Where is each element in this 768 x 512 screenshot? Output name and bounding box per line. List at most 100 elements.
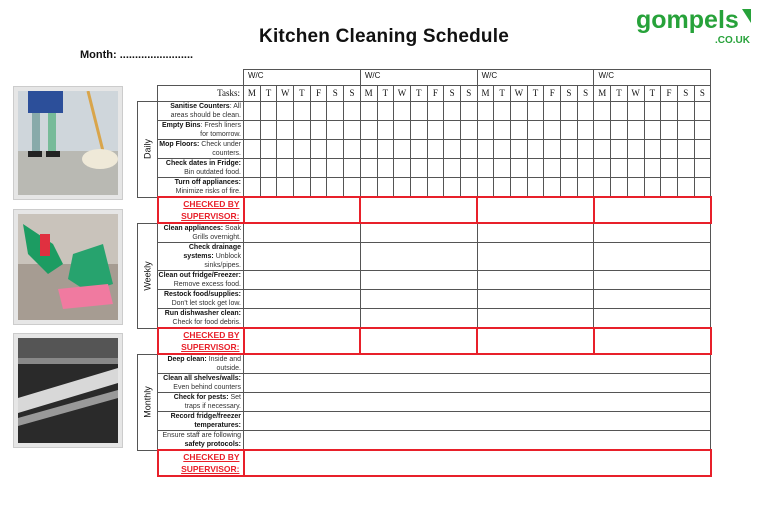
- checkbox-cell[interactable]: [493, 158, 511, 178]
- checkbox-cell[interactable]: [543, 139, 562, 159]
- checkbox-cell[interactable]: [676, 101, 695, 121]
- supervisor-signoff-cell[interactable]: [242, 449, 712, 477]
- checkbox-cell[interactable]: [243, 120, 261, 140]
- checkbox-cell[interactable]: [393, 120, 411, 140]
- checkbox-cell[interactable]: [426, 139, 445, 159]
- checkbox-cell[interactable]: [326, 101, 345, 121]
- checkbox-cell[interactable]: [393, 139, 411, 159]
- checkbox-cell[interactable]: [560, 177, 578, 198]
- week-cell[interactable]: [359, 242, 478, 271]
- checkbox-cell[interactable]: [660, 120, 678, 140]
- checkbox-cell[interactable]: [276, 101, 295, 121]
- week-cell[interactable]: [593, 289, 712, 309]
- week-cell[interactable]: [359, 308, 478, 329]
- checkbox-cell[interactable]: [626, 139, 645, 159]
- checkbox-cell[interactable]: [243, 101, 261, 121]
- checkbox-cell[interactable]: [326, 139, 345, 159]
- week-commencing-4[interactable]: W/C: [593, 69, 712, 86]
- checkbox-cell[interactable]: [543, 177, 562, 198]
- checkbox-cell[interactable]: [443, 158, 461, 178]
- checkbox-cell[interactable]: [626, 177, 645, 198]
- checkbox-cell[interactable]: [510, 139, 528, 159]
- checkbox-cell[interactable]: [293, 139, 311, 159]
- checkbox-cell[interactable]: [693, 101, 712, 121]
- checkbox-cell[interactable]: [476, 120, 495, 140]
- checkbox-cell[interactable]: [510, 177, 528, 198]
- checkbox-cell[interactable]: [626, 120, 645, 140]
- checkbox-cell[interactable]: [676, 139, 695, 159]
- checkbox-cell[interactable]: [560, 120, 578, 140]
- checkbox-cell[interactable]: [493, 120, 511, 140]
- checkbox-cell[interactable]: [359, 177, 378, 198]
- checkbox-cell[interactable]: [343, 177, 361, 198]
- checkbox-cell[interactable]: [543, 158, 562, 178]
- checkbox-cell[interactable]: [393, 101, 411, 121]
- supervisor-signoff-cell[interactable]: [592, 327, 712, 355]
- checkbox-cell[interactable]: [309, 177, 328, 198]
- checkbox-cell[interactable]: [543, 101, 562, 121]
- checkbox-cell[interactable]: [443, 101, 461, 121]
- checkbox-cell[interactable]: [426, 177, 445, 198]
- checkbox-cell[interactable]: [459, 177, 478, 198]
- checkbox-cell[interactable]: [526, 139, 545, 159]
- week-commencing-2[interactable]: W/C: [359, 69, 478, 86]
- checkbox-cell[interactable]: [376, 177, 395, 198]
- checkbox-cell[interactable]: [476, 101, 495, 121]
- checkbox-cell[interactable]: [409, 158, 428, 178]
- checkbox-cell[interactable]: [660, 177, 678, 198]
- checkbox-cell[interactable]: [610, 120, 628, 140]
- checkbox-cell[interactable]: [293, 158, 311, 178]
- checkbox-cell[interactable]: [526, 177, 545, 198]
- checkbox-cell[interactable]: [660, 139, 678, 159]
- week-cell[interactable]: [476, 242, 595, 271]
- month-cell[interactable]: [242, 353, 712, 374]
- week-cell[interactable]: [359, 270, 478, 290]
- checkbox-cell[interactable]: [610, 101, 628, 121]
- week-cell[interactable]: [243, 289, 361, 309]
- checkbox-cell[interactable]: [510, 158, 528, 178]
- week-cell[interactable]: [476, 270, 595, 290]
- checkbox-cell[interactable]: [343, 158, 361, 178]
- checkbox-cell[interactable]: [409, 177, 428, 198]
- checkbox-cell[interactable]: [409, 120, 428, 140]
- checkbox-cell[interactable]: [393, 177, 411, 198]
- supervisor-signoff-cell[interactable]: [476, 327, 595, 355]
- checkbox-cell[interactable]: [593, 177, 612, 198]
- week-cell[interactable]: [476, 222, 595, 243]
- checkbox-cell[interactable]: [376, 120, 395, 140]
- week-cell[interactable]: [476, 289, 595, 309]
- week-cell[interactable]: [359, 289, 478, 309]
- checkbox-cell[interactable]: [376, 101, 395, 121]
- checkbox-cell[interactable]: [459, 120, 478, 140]
- checkbox-cell[interactable]: [243, 177, 261, 198]
- checkbox-cell[interactable]: [243, 158, 261, 178]
- month-cell[interactable]: [242, 392, 712, 412]
- checkbox-cell[interactable]: [660, 158, 678, 178]
- checkbox-cell[interactable]: [393, 158, 411, 178]
- checkbox-cell[interactable]: [243, 139, 261, 159]
- checkbox-cell[interactable]: [259, 101, 278, 121]
- checkbox-cell[interactable]: [359, 139, 378, 159]
- checkbox-cell[interactable]: [343, 101, 361, 121]
- checkbox-cell[interactable]: [643, 120, 662, 140]
- checkbox-cell[interactable]: [259, 139, 278, 159]
- checkbox-cell[interactable]: [676, 177, 695, 198]
- checkbox-cell[interactable]: [660, 101, 678, 121]
- checkbox-cell[interactable]: [443, 139, 461, 159]
- week-cell[interactable]: [593, 242, 712, 271]
- checkbox-cell[interactable]: [576, 101, 595, 121]
- week-cell[interactable]: [593, 222, 712, 243]
- checkbox-cell[interactable]: [693, 177, 712, 198]
- checkbox-cell[interactable]: [259, 177, 278, 198]
- checkbox-cell[interactable]: [676, 158, 695, 178]
- checkbox-cell[interactable]: [276, 139, 295, 159]
- checkbox-cell[interactable]: [426, 120, 445, 140]
- checkbox-cell[interactable]: [476, 139, 495, 159]
- checkbox-cell[interactable]: [576, 158, 595, 178]
- month-cell[interactable]: [242, 373, 712, 393]
- checkbox-cell[interactable]: [276, 120, 295, 140]
- checkbox-cell[interactable]: [576, 177, 595, 198]
- checkbox-cell[interactable]: [409, 139, 428, 159]
- checkbox-cell[interactable]: [593, 120, 612, 140]
- checkbox-cell[interactable]: [376, 158, 395, 178]
